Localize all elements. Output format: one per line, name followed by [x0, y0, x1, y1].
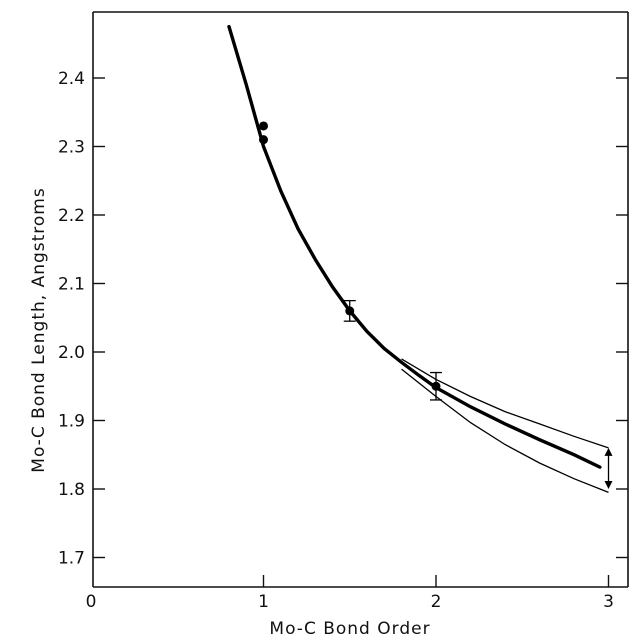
y-tick-label: 2.1	[58, 275, 85, 295]
data-point	[431, 381, 441, 391]
y-tick-label: 2.4	[58, 69, 85, 89]
y-tick-label: 2.2	[58, 206, 85, 226]
ticks: 1.7 1.8 1.9 2.0 2.1 2.2 2.3 2.4 0 1 2 3	[58, 69, 628, 612]
main-curve	[227, 24, 602, 469]
range-arrow-head-down	[604, 481, 613, 489]
y-axis-title: Mo-C Bond Length, Angstroms	[29, 187, 49, 472]
y-tick-label: 2.3	[58, 138, 85, 158]
range-arrow-group	[604, 447, 613, 489]
data-point	[259, 135, 268, 145]
x-tick-label: 3	[603, 592, 614, 612]
x-tick-label: 0	[86, 592, 97, 612]
x-axis-title: Mo-C Bond Order	[269, 619, 430, 639]
x-tick-label: 2	[431, 592, 442, 612]
x-tick-label: 1	[258, 592, 269, 612]
data-point	[345, 306, 355, 316]
y-tick-label: 2.0	[58, 343, 85, 363]
main-curve-group	[227, 24, 602, 469]
y-tick-label: 1.9	[58, 412, 85, 432]
data-points	[259, 121, 442, 401]
y-tick-label: 1.8	[58, 480, 85, 500]
axes	[92, 11, 629, 588]
data-point	[259, 121, 268, 131]
range-arrow-head-up	[604, 447, 613, 456]
y-tick-label: 1.7	[58, 549, 85, 569]
